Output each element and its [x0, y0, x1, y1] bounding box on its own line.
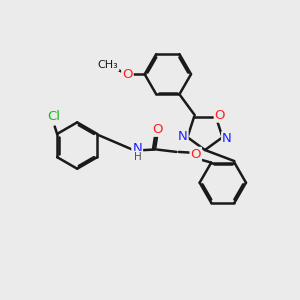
Text: CH₃: CH₃ — [98, 60, 118, 70]
Text: H: H — [134, 152, 142, 162]
Text: Cl: Cl — [47, 110, 60, 123]
Text: N: N — [222, 132, 232, 145]
Text: O: O — [190, 148, 201, 161]
Text: N: N — [132, 142, 142, 155]
Text: O: O — [152, 123, 163, 136]
Text: N: N — [178, 130, 188, 143]
Text: O: O — [122, 68, 133, 81]
Text: O: O — [215, 109, 225, 122]
